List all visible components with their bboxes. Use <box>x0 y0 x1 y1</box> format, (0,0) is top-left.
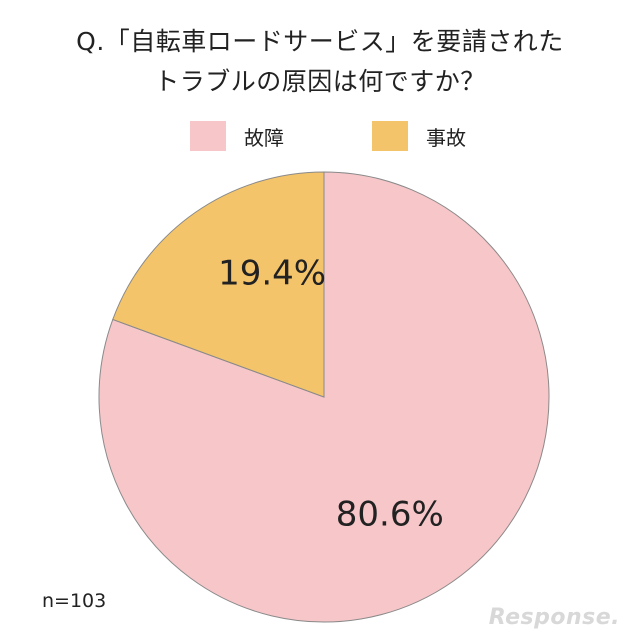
legend-swatch-malfunction <box>190 121 226 151</box>
legend-item-malfunction: 故障 <box>190 118 284 154</box>
legend-label-malfunction: 故障 <box>244 125 284 150</box>
watermark-logo: Response. <box>488 605 620 630</box>
legend-label-accident: 事故 <box>426 125 466 150</box>
legend-item-accident: 事故 <box>372 118 466 154</box>
legend: 故障 事故 <box>0 118 640 154</box>
chart-title-line-2: トラブルの原因は何ですか？ <box>154 67 486 96</box>
pie-slice-accident <box>112 171 325 398</box>
chart-title: Q.「自転車ロードサービス」を要請された トラブルの原因は何ですか？ <box>0 22 640 102</box>
chart-title-line-1: Q.「自転車ロードサービス」を要請された <box>76 27 564 56</box>
slice-label-malfunction: 80.6% <box>336 495 444 535</box>
sample-size-note: n=103 <box>42 590 107 612</box>
slice-label-accident: 19.4% <box>218 254 326 294</box>
pie-slices <box>98 171 550 623</box>
legend-swatch-accident <box>372 121 408 151</box>
